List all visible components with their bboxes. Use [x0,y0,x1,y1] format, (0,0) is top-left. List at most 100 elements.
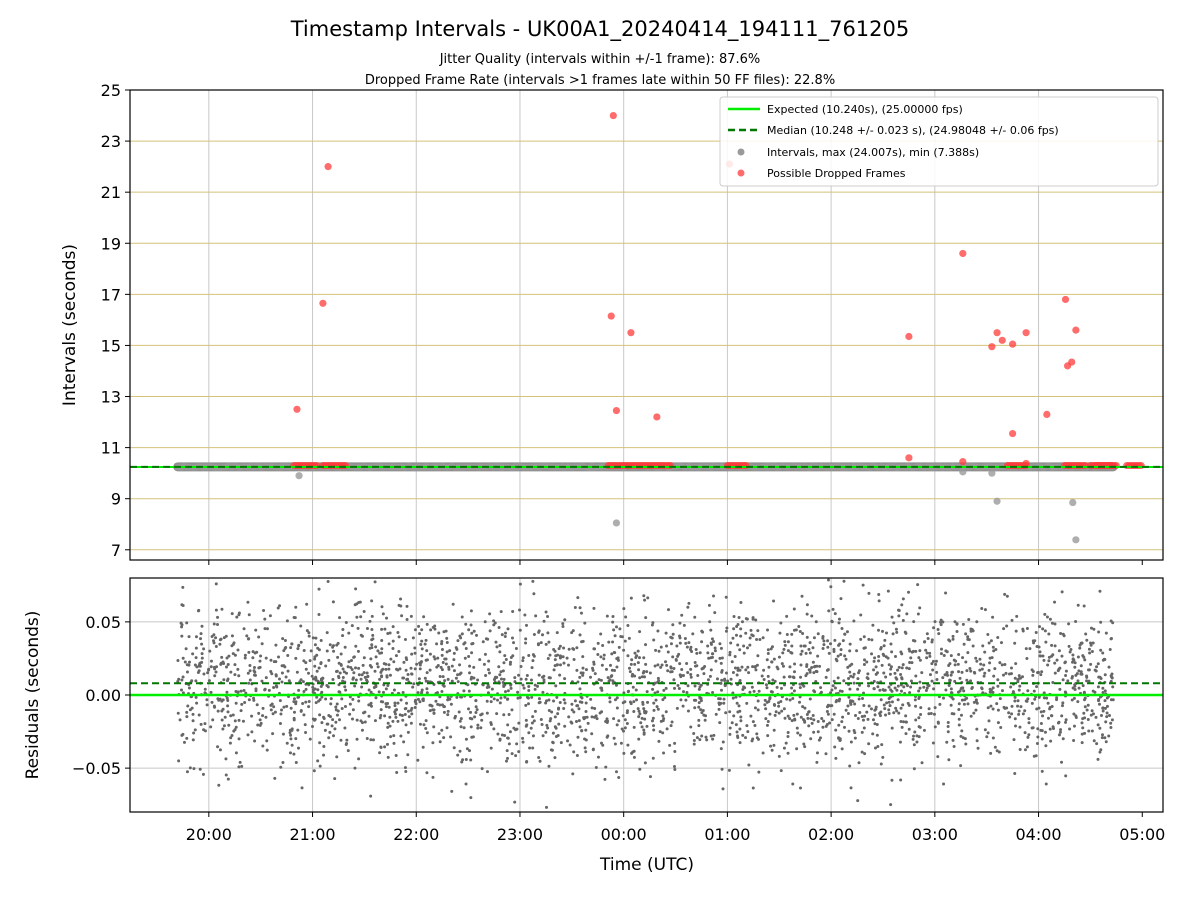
residual-point [717,697,721,701]
residual-point [993,745,997,749]
dropped-frame-point [293,405,301,413]
residual-point [925,686,929,690]
residual-point [641,700,645,704]
residual-point [836,654,840,658]
residual-point [367,688,371,692]
residual-point [525,723,529,727]
residual-point [1026,689,1030,693]
residual-point [180,678,184,682]
residual-point [841,639,845,643]
residual-point [912,734,916,738]
residual-point [416,691,420,695]
residual-point [989,639,993,643]
residual-point [874,707,878,711]
residual-point [723,677,727,681]
residual-point [712,594,716,598]
residual-point [908,660,912,664]
residual-point [570,631,574,635]
residual-point [254,689,258,693]
residual-point [283,567,286,570]
legend-dropped-swatch [737,169,745,177]
residual-point [741,733,745,737]
residual-point [592,662,596,666]
residual-point [780,662,784,666]
residual-point [945,650,949,654]
residual-point [318,713,322,717]
residual-point [269,658,273,662]
residual-point [202,728,206,732]
residual-point [887,663,891,667]
residual-point [393,704,397,708]
residual-point [295,670,299,674]
residual-point [612,717,616,721]
residual-point [290,727,294,731]
residual-point [744,631,748,635]
residual-point [1072,696,1076,700]
residual-point [193,728,197,732]
residual-point [392,688,396,692]
residual-point [1076,700,1080,704]
residual-point [1027,721,1031,725]
residual-point [1049,714,1053,718]
residual-point [518,582,522,586]
residual-point [853,736,857,740]
residual-point [310,724,314,728]
residual-point [872,687,876,691]
residual-point [677,687,681,691]
residual-point [264,656,268,660]
residual-point [601,644,605,648]
residual-point [194,635,198,639]
residual-point [315,669,319,673]
residual-point [1024,647,1028,651]
residual-point [311,690,315,694]
top-data-layer [130,111,1163,544]
residual-point [1085,675,1089,679]
residual-point [1001,673,1005,677]
residual-point [632,755,636,759]
residual-point [484,673,488,677]
residual-point [324,697,328,701]
residual-point [961,686,965,690]
residual-point [572,657,576,661]
residual-point [446,713,450,717]
residual-point [988,661,992,665]
residual-point [815,670,819,674]
residual-point [380,675,384,679]
residual-point [756,629,760,633]
residual-point [386,702,390,706]
residual-point [843,654,847,658]
residual-point [1039,728,1043,732]
residual-point [887,708,891,712]
residual-point [237,611,241,615]
residual-point [793,662,797,666]
residual-point [644,710,648,714]
legend-intervals-swatch [737,148,745,156]
residual-point [505,749,509,753]
residual-point [380,651,384,655]
residual-point [216,623,220,627]
residual-point [432,711,436,715]
residual-point [883,638,887,642]
residual-point [666,669,670,673]
residual-point [1074,673,1078,677]
residual-point [965,669,969,673]
residual-point [860,750,864,754]
residual-point [826,639,830,643]
residual-point [627,636,631,640]
residual-point [552,668,556,672]
residual-point [837,736,841,740]
residual-point [338,616,342,620]
residual-point [720,670,724,674]
residual-point [865,710,869,714]
residual-point [487,671,491,675]
residual-point [812,636,816,640]
residual-point [661,698,665,702]
residual-point [1060,590,1064,594]
residual-point [370,628,374,632]
residual-point [911,638,915,642]
residual-point [838,689,842,693]
residual-point [198,767,202,771]
residual-point [1039,673,1043,677]
residual-point [422,615,426,619]
residual-point [875,733,879,737]
